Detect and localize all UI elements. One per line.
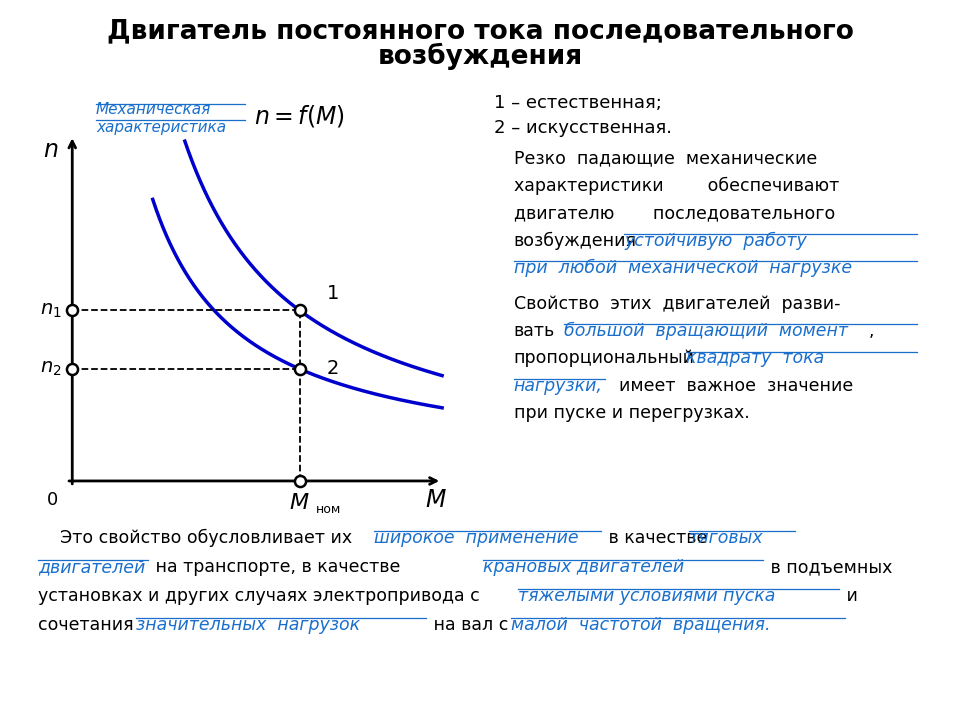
- Text: и: и: [841, 587, 858, 605]
- Text: 2 – искусственная.: 2 – искусственная.: [494, 119, 672, 137]
- Text: тяжелыми условиями пуска: тяжелыми условиями пуска: [518, 587, 776, 605]
- Text: Двигатель постоянного тока последовательного: Двигатель постоянного тока последователь…: [107, 18, 853, 44]
- Text: тяговых: тяговых: [689, 529, 764, 547]
- Text: в качестве: в качестве: [603, 529, 712, 547]
- Text: установках и других случаях электропривода с: установках и других случаях электроприво…: [38, 587, 486, 605]
- Text: малой  частотой  вращения.: малой частотой вращения.: [511, 616, 770, 634]
- Text: $n$: $n$: [43, 138, 59, 162]
- Text: сочетания: сочетания: [38, 616, 139, 634]
- Text: квадрату  тока: квадрату тока: [686, 349, 825, 367]
- Text: ном: ном: [316, 503, 342, 516]
- Text: значительных  нагрузок: значительных нагрузок: [136, 616, 360, 634]
- Text: на вал с: на вал с: [428, 616, 514, 634]
- Text: ,: ,: [869, 322, 875, 340]
- Text: $M$: $M$: [289, 492, 310, 513]
- Text: нагрузки,: нагрузки,: [514, 377, 603, 395]
- Text: Свойство  этих  двигателей  разви-: Свойство этих двигателей разви-: [514, 294, 840, 312]
- Text: на транспорте, в качестве: на транспорте, в качестве: [150, 558, 406, 576]
- Text: вать: вать: [514, 322, 555, 340]
- Text: $n_1$: $n_1$: [40, 301, 61, 320]
- Text: двигателей: двигателей: [38, 558, 146, 576]
- Text: большой  вращающий  момент: большой вращающий момент: [564, 322, 848, 341]
- Text: возбуждения: возбуждения: [377, 43, 583, 71]
- Text: широкое  применение: широкое применение: [374, 529, 579, 547]
- Text: крановых двигателей: крановых двигателей: [483, 558, 684, 576]
- Text: возбуждения: возбуждения: [514, 232, 636, 250]
- Text: устойчивую  работу: устойчивую работу: [624, 232, 806, 250]
- Text: Резко  падающие  механические: Резко падающие механические: [514, 150, 817, 168]
- Text: $n_2$: $n_2$: [40, 359, 61, 379]
- Text: при пуске и перегрузках.: при пуске и перегрузках.: [514, 404, 750, 422]
- Text: характеристики        обеспечивают: характеристики обеспечивают: [514, 177, 839, 195]
- Text: $n = f(M)$: $n = f(M)$: [254, 103, 346, 129]
- Text: имеет  важное  значение: имеет важное значение: [608, 377, 852, 395]
- Text: 2: 2: [326, 359, 339, 379]
- Text: Механическая
характеристика: Механическая характеристика: [96, 102, 227, 135]
- Text: двигателю       последовательного: двигателю последовательного: [514, 204, 835, 222]
- Text: 1: 1: [326, 284, 339, 302]
- Text: Это свойство обусловливает их: Это свойство обусловливает их: [38, 529, 358, 547]
- Text: $M$: $M$: [425, 487, 447, 512]
- Text: 1 – естественная;: 1 – естественная;: [494, 94, 662, 112]
- Text: пропорциональный: пропорциональный: [514, 349, 695, 367]
- Text: в подъемных: в подъемных: [765, 558, 893, 576]
- Text: 0: 0: [47, 491, 59, 508]
- Text: при  любой  механической  нагрузке: при любой механической нагрузке: [514, 259, 852, 277]
